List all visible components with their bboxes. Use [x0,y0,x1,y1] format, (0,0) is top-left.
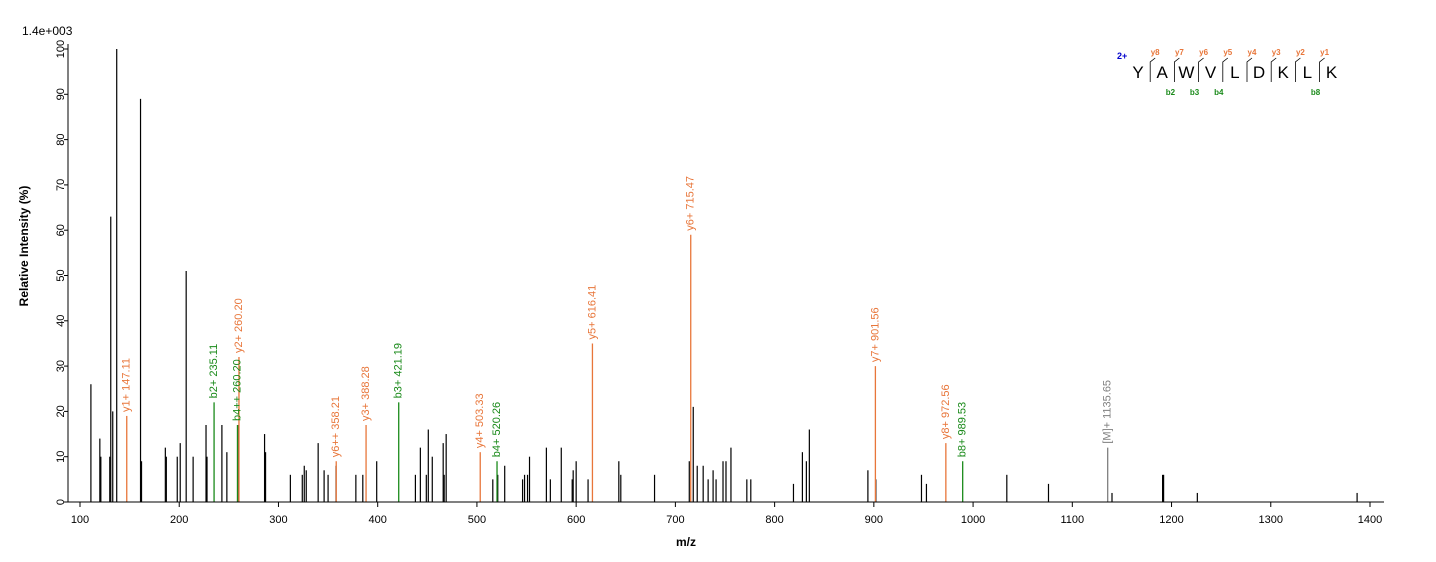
sequence-residue: W [1178,63,1194,82]
sequence-residue: A [1157,63,1169,82]
x-tick-label: 400 [369,514,387,526]
y-tick-label: 80 [55,133,67,145]
fragment-bracket [1198,57,1204,82]
peak-annotation-label: y1+ 147.11 [121,358,133,412]
peak-annotation-label: y8+ 972.56 [940,384,952,439]
intensity-scale-label: 1.4e+003 [22,24,73,38]
fragment-bracket [1319,57,1325,82]
fragment-bracket [1149,57,1156,82]
peak-annotation-label: y7+ 901.56 [869,307,881,362]
y-fragment-label: y2 [1296,48,1305,57]
peak-annotation-label: y2+ 260.20 [233,298,245,353]
x-tick-label: 1300 [1259,514,1283,526]
peak-annotation-label: y4+ 503.33 [474,393,486,448]
y-fragment-label: y6 [1199,48,1208,57]
precursor-charge-label: 2+ [1117,51,1127,61]
y-tick-label: 0 [55,499,67,505]
y-tick-label: 30 [55,360,67,372]
unassigned-peaks [90,49,1358,502]
y-axis-title: Relative Intensity (%) [17,186,31,307]
y-tick-label: 70 [55,179,67,191]
peak-annotation-label: b4++ 260.20 [231,359,243,421]
x-tick-label: 100 [71,514,89,526]
peak-annotation-label: b4+ 520.26 [491,402,503,457]
b-fragment-label: b2 [1166,88,1176,97]
b-fragment-label: b8 [1311,88,1321,97]
y-tick-label: 100 [55,40,67,58]
y-fragment-label: y5 [1223,48,1232,57]
x-tick-label: 700 [666,514,684,526]
peak-annotation-label: [M]+ 1135.65 [1102,380,1114,444]
y-axis-ticks: 0 10 20 30 40 50 60 70 80 90 100 [55,40,68,505]
fragment-bracket [1270,57,1277,82]
x-tick-label: 1400 [1358,514,1382,526]
y-fragment-label: y4 [1248,48,1257,57]
peak-annotation-label: y6+ 715.47 [685,176,697,231]
x-tick-label: 1000 [961,514,985,526]
peak-annotation-label: b8+ 989.53 [957,402,969,457]
x-axis-ticks: 100 200 300 400 500 600 700 800 900 1000 1100 1200 1… [71,502,1382,526]
y-fragment-label: y8 [1151,48,1160,57]
x-tick-label: 300 [269,514,287,526]
b-fragment-label: b4 [1214,88,1224,97]
fragment-bracket [1295,57,1301,82]
sequence-residue: Y [1132,63,1143,82]
sequence-residue: D [1253,63,1265,82]
annotated-peaks [126,234,1109,502]
x-tick-label: 800 [765,514,783,526]
x-tick-label: 600 [567,514,585,526]
x-tick-label: 500 [468,514,486,526]
x-tick-label: 900 [865,514,883,526]
x-axis-title: m/z [676,535,696,549]
b-fragment-label: b3 [1190,88,1200,97]
sequence-residue: K [1326,63,1338,82]
y-tick-label: 90 [55,88,67,100]
sequence-residue: K [1278,63,1290,82]
fragment-bracket [1222,57,1229,82]
peak-annotation-label: y5+ 616.41 [586,285,598,340]
x-tick-label: 1100 [1060,514,1084,526]
sequence-residue: L [1230,63,1239,82]
peak-annotation-label: b2+ 235.11 [208,344,220,399]
sequence-residue: V [1205,63,1217,82]
x-tick-label: 1200 [1159,514,1183,526]
fragment-bracket [1174,57,1180,82]
peak-annotation-label: y3+ 388.28 [360,366,372,421]
y-tick-label: 40 [55,315,67,327]
y-tick-label: 20 [55,405,67,417]
y-tick-label: 50 [55,269,67,281]
peak-labels: y1+ 147.11 b2+ 235.11 b4++ 260.20 y2+ 260.2… [121,176,1114,457]
y-tick-label: 10 [55,451,67,463]
y-fragment-label: y1 [1320,48,1329,57]
y-fragment-label: y7 [1175,48,1184,57]
sequence-residue: L [1303,63,1312,82]
y-tick-label: 60 [55,224,67,236]
y-fragment-label: y3 [1272,48,1281,57]
x-tick-label: 200 [170,514,188,526]
peak-annotation-label: y6++ 358.21 [330,396,342,457]
peak-annotation-label: b3+ 421.19 [393,343,405,398]
fragment-bracket [1246,57,1253,82]
